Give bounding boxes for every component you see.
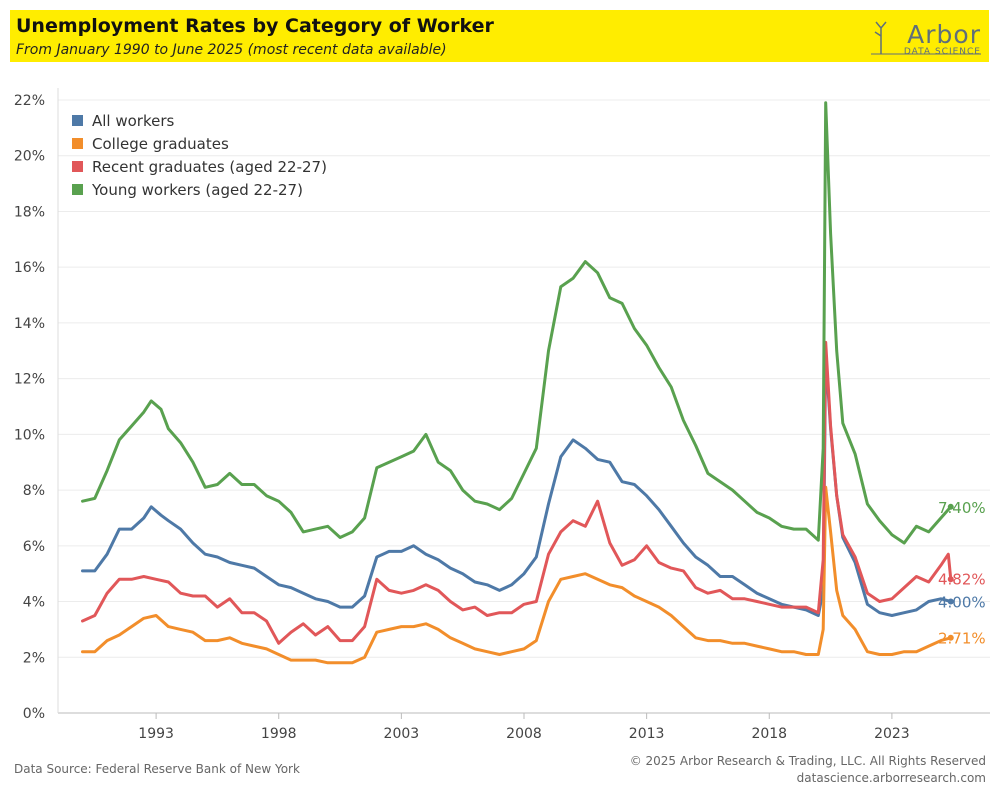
legend-swatch-1	[72, 138, 83, 149]
arbor-logo: Arbor DATA SCIENCE	[871, 14, 981, 60]
data-source: Data Source: Federal Reserve Bank of New…	[14, 762, 300, 776]
legend-swatch-0	[72, 115, 83, 126]
y-tick-label: 0%	[23, 706, 45, 722]
legend-label-1: College graduates	[92, 135, 229, 153]
y-tick-label: 6%	[23, 539, 45, 555]
x-tick-label: 1993	[138, 726, 174, 742]
header-banner: Unemployment Rates by Category of Worker…	[10, 10, 989, 62]
x-tick-label: 2013	[629, 726, 665, 742]
series-end-point-1	[947, 634, 954, 641]
series-end-point-2	[947, 576, 954, 583]
legend-swatch-3	[72, 184, 83, 195]
series-end-point-0	[947, 598, 954, 605]
series-end-label-3: 7.40%	[938, 499, 986, 517]
logo-word: Arbor	[907, 20, 981, 49]
y-tick-label: 20%	[14, 149, 45, 165]
legend-label-2: Recent graduates (aged 22-27)	[92, 158, 327, 176]
copyright-text: © 2025 Arbor Research & Trading, LLC. Al…	[629, 754, 986, 768]
website-url: datascience.arborresearch.com	[796, 771, 986, 785]
x-tick-label: 2008	[506, 726, 542, 742]
series-line-2	[81, 340, 953, 645]
legend-swatch-2	[72, 161, 83, 172]
logo-subtext: DATA SCIENCE	[903, 47, 981, 57]
y-tick-label: 8%	[23, 483, 45, 499]
series-end-label-1: 2.71%	[938, 629, 986, 647]
x-tick-label: 2018	[751, 726, 787, 742]
footer-credits: © 2025 Arbor Research & Trading, LLC. Al…	[630, 753, 986, 787]
y-tick-label: 4%	[23, 595, 45, 611]
y-tick-label: 18%	[14, 204, 45, 220]
series-end-point-3	[947, 503, 954, 510]
y-tick-label: 22%	[14, 93, 45, 109]
y-tick-label: 10%	[14, 427, 45, 443]
x-tick-label: 1998	[261, 726, 297, 742]
x-tick-label: 2003	[384, 726, 420, 742]
y-tick-label: 16%	[14, 260, 45, 276]
chart-subtitle: From January 1990 to June 2025 (most rec…	[16, 42, 447, 58]
series-end-label-0: 4.00%	[938, 594, 986, 612]
legend-label-0: All workers	[92, 112, 175, 130]
x-tick-label: 2023	[874, 726, 910, 742]
legend-label-3: Young workers (aged 22-27)	[91, 181, 303, 199]
series-line-3	[81, 101, 953, 545]
tree-icon	[871, 21, 981, 55]
y-tick-label: 12%	[14, 372, 45, 388]
y-tick-label: 2%	[23, 650, 45, 666]
series-end-label-2: 4.82%	[938, 571, 986, 589]
chart-title: Unemployment Rates by Category of Worker	[16, 15, 494, 37]
y-tick-label: 14%	[14, 316, 45, 332]
